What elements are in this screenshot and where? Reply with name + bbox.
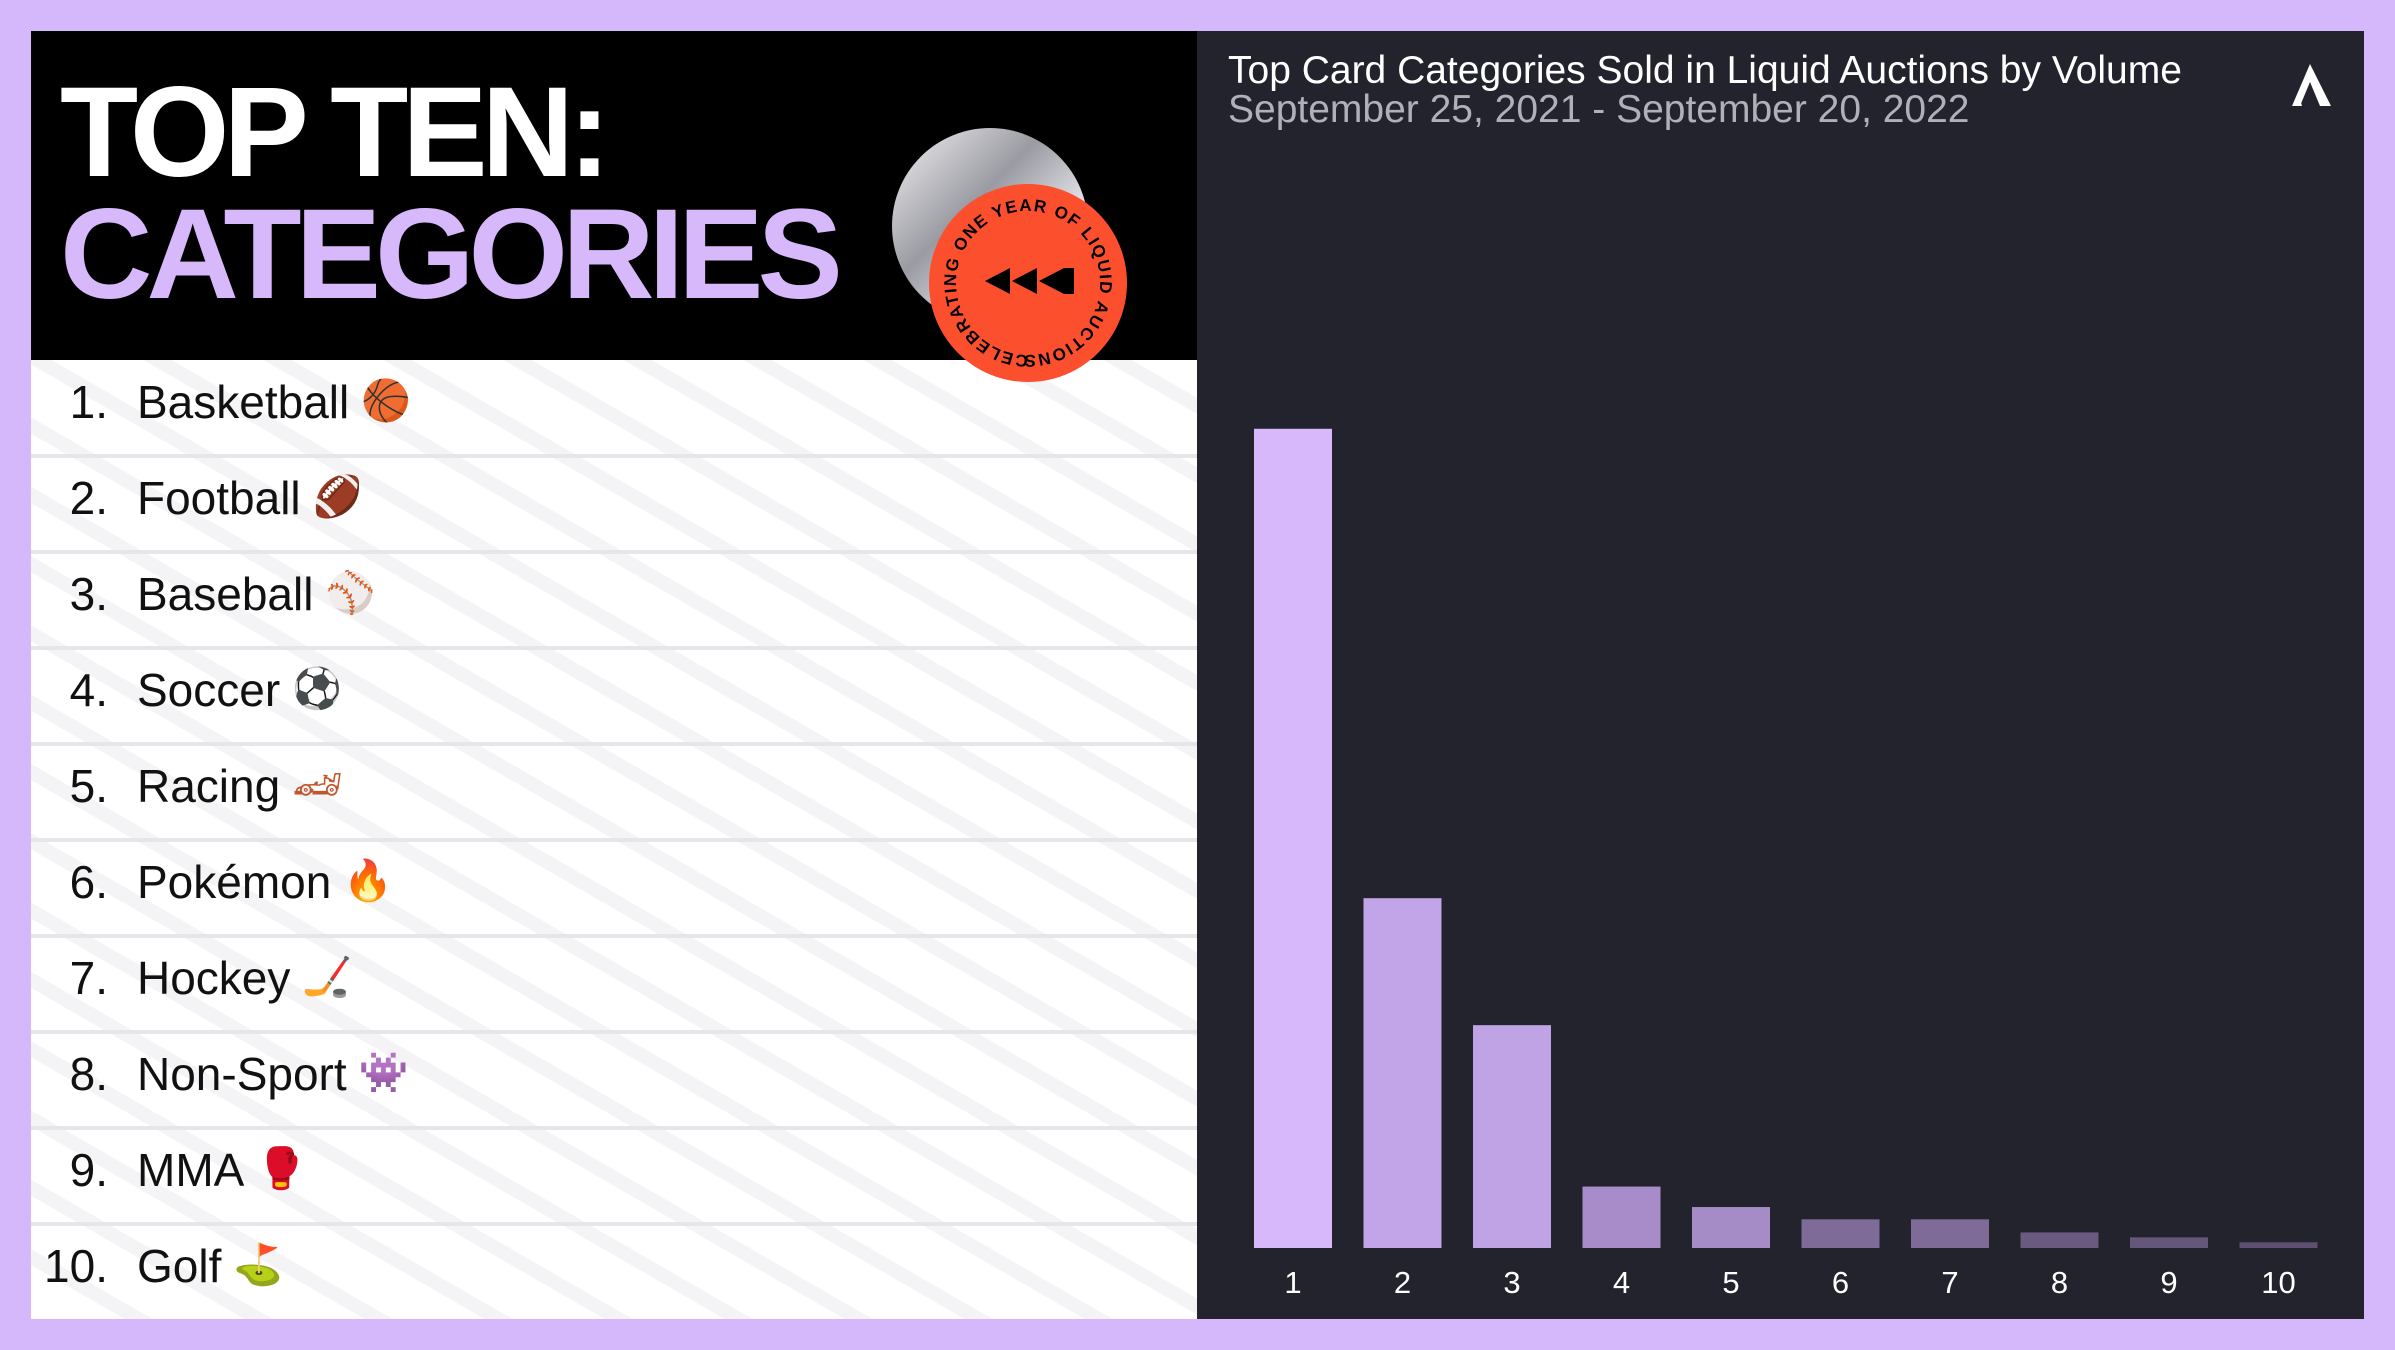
row-separator (31, 646, 1197, 650)
x-tick-label: 7 (1941, 1265, 1958, 1300)
row-separator (31, 454, 1197, 458)
row-separator (31, 934, 1197, 938)
bar (1692, 1207, 1770, 1248)
category-name: Non-Sport (137, 1048, 347, 1100)
chart-subtitle: September 25, 2021 - September 20, 2022 (1228, 88, 1970, 131)
category-icon: 👾 (359, 1051, 409, 1095)
x-tick-label: 1 (1284, 1265, 1301, 1300)
bar (1801, 1219, 1880, 1248)
rank: 4. (70, 664, 108, 716)
rank: 10. (44, 1240, 108, 1292)
x-tick-label: 2 (1394, 1265, 1411, 1300)
x-tick-label: 6 (1832, 1265, 1849, 1300)
row-separator (31, 1126, 1197, 1130)
category-icon: 🔥 (343, 857, 393, 903)
title-line2: CATEGORIES (60, 183, 838, 326)
category-icon: 🥊 (256, 1145, 306, 1191)
x-tick-label: 9 (2160, 1265, 2177, 1300)
x-tick-label: 5 (1722, 1265, 1739, 1300)
row-separator (31, 550, 1197, 554)
category-icon: 🏀 (361, 374, 411, 426)
bar (1582, 1186, 1661, 1248)
category-icon: 🏎 (292, 763, 343, 807)
bar (2239, 1242, 2318, 1248)
row-separator (31, 742, 1197, 746)
title-line1: TOP TEN: (60, 61, 605, 204)
bar (1911, 1219, 1989, 1248)
category-icon: ⚾ (323, 568, 375, 616)
category-icon: ⚽ (290, 665, 342, 711)
bar (2020, 1232, 2099, 1248)
logo (2292, 64, 2331, 106)
rank: 2. (70, 472, 108, 524)
bar (1473, 1025, 1551, 1248)
rank: 7. (70, 952, 108, 1004)
category-icon: ⛳ (233, 1241, 283, 1288)
bar (1363, 898, 1442, 1248)
rank: 1. (70, 376, 108, 428)
rank: 3. (70, 568, 108, 620)
rewind-icon (985, 268, 1074, 294)
category-name: Basketball (137, 376, 349, 428)
category-name: Pokémon (137, 856, 331, 908)
row-separator (31, 1030, 1197, 1034)
category-name: Soccer (137, 664, 280, 716)
category-name: Football (137, 472, 301, 524)
bar (1254, 428, 1332, 1248)
category-icon: 🏈 (313, 473, 363, 520)
rank: 8. (70, 1048, 108, 1100)
category-icon: 🏒 (302, 955, 352, 999)
x-tick-label: 10 (2261, 1265, 2295, 1300)
chart-title: Top Card Categories Sold in Liquid Aucti… (1228, 49, 2182, 92)
rank: 9. (70, 1144, 108, 1196)
bar (2130, 1237, 2208, 1248)
x-tick-label: 3 (1503, 1265, 1520, 1300)
row-separator (31, 1222, 1197, 1226)
category-name: MMA (137, 1144, 245, 1196)
rank: 6. (70, 856, 108, 908)
category-name: Baseball (137, 568, 313, 620)
rank: 5. (70, 760, 108, 812)
category-name: Golf (137, 1240, 222, 1292)
row-separator (31, 838, 1197, 842)
x-tick-label: 8 (2051, 1265, 2068, 1300)
category-name: Hockey (137, 952, 290, 1004)
category-name: Racing (137, 760, 280, 812)
x-tick-label: 4 (1613, 1265, 1630, 1300)
